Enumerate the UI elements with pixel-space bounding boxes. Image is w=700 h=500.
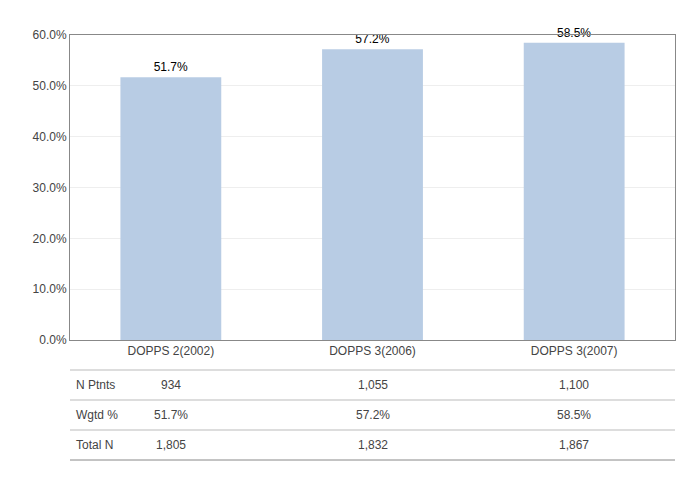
svg-text:DOPPS 2(2002): DOPPS 2(2002) bbox=[127, 344, 214, 358]
svg-text:1,867: 1,867 bbox=[559, 438, 589, 452]
svg-text:934: 934 bbox=[161, 378, 181, 392]
svg-text:10.0%: 10.0% bbox=[33, 282, 67, 296]
svg-text:DOPPS 3(2007): DOPPS 3(2007) bbox=[531, 344, 618, 358]
svg-text:20.0%: 20.0% bbox=[33, 232, 67, 246]
svg-text:1,832: 1,832 bbox=[358, 438, 388, 452]
svg-text:1,100: 1,100 bbox=[559, 378, 589, 392]
svg-text:N Ptnts: N Ptnts bbox=[76, 378, 115, 392]
svg-text:30.0%: 30.0% bbox=[33, 181, 67, 195]
svg-text:Wgtd %: Wgtd % bbox=[76, 408, 118, 422]
svg-text:57.2%: 57.2% bbox=[356, 408, 390, 422]
svg-text:58.5%: 58.5% bbox=[557, 408, 591, 422]
svg-text:51.7%: 51.7% bbox=[154, 408, 188, 422]
svg-text:1,805: 1,805 bbox=[156, 438, 186, 452]
svg-text:60.0%: 60.0% bbox=[33, 28, 67, 42]
svg-text:1,055: 1,055 bbox=[358, 378, 388, 392]
svg-text:58.5%: 58.5% bbox=[557, 26, 591, 40]
svg-text:DOPPS 3(2006): DOPPS 3(2006) bbox=[329, 344, 416, 358]
svg-text:Total N: Total N bbox=[76, 438, 113, 452]
svg-text:51.7%: 51.7% bbox=[154, 60, 188, 74]
svg-text:57.2%: 57.2% bbox=[355, 32, 389, 46]
svg-text:50.0%: 50.0% bbox=[33, 79, 67, 93]
svg-text:40.0%: 40.0% bbox=[33, 130, 67, 144]
svg-text:0.0%: 0.0% bbox=[39, 333, 67, 347]
